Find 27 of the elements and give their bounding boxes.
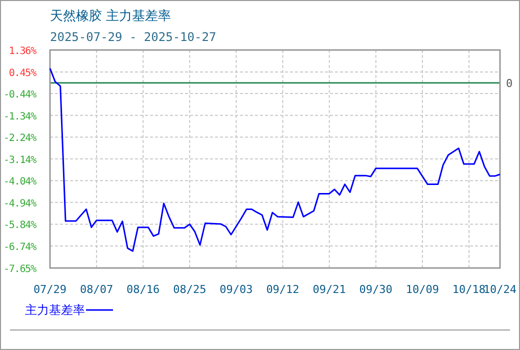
chart-title: 天然橡胶 主力基差率 — [50, 8, 172, 24]
x-tick-label: 09/21 — [312, 283, 346, 296]
x-tick-label: 09/30 — [359, 283, 392, 296]
y-tick-label: 1.36% — [8, 46, 37, 57]
line-series — [49, 68, 501, 252]
x-tick-label: 09/03 — [220, 283, 253, 296]
x-tick-label: 08/25 — [173, 283, 206, 296]
ref-line-label: 0 — [506, 76, 513, 90]
y-tick-label: -6.74% — [3, 242, 37, 253]
x-tick-label: 10/24 — [483, 283, 517, 296]
y-tick-label: -1.34% — [3, 111, 37, 122]
chart-subtitle: 2025-07-29 - 2025-10-27 — [50, 30, 216, 44]
x-tick-label: 08/16 — [126, 283, 160, 296]
legend-label: 主力基差率 — [25, 303, 85, 317]
x-tick-label: 10/09 — [406, 283, 439, 296]
y-tick-label: -2.24% — [3, 133, 37, 144]
x-tick-label: 08/07 — [80, 283, 114, 296]
y-tick-label: 0.45% — [8, 68, 37, 80]
y-tick-label: -3.14% — [3, 154, 37, 166]
x-tick-label: 09/12 — [266, 283, 300, 296]
y-tick-label: -7.65% — [3, 264, 37, 275]
x-tick-label: 07/29 — [33, 283, 67, 296]
y-tick-label: -0.44% — [3, 90, 37, 101]
y-tick-label: -4.04% — [3, 176, 37, 188]
y-tick-label: -4.94% — [3, 198, 37, 210]
y-tick-label: -5.84% — [3, 220, 37, 232]
x-tick-label: 10/18 — [452, 283, 486, 296]
